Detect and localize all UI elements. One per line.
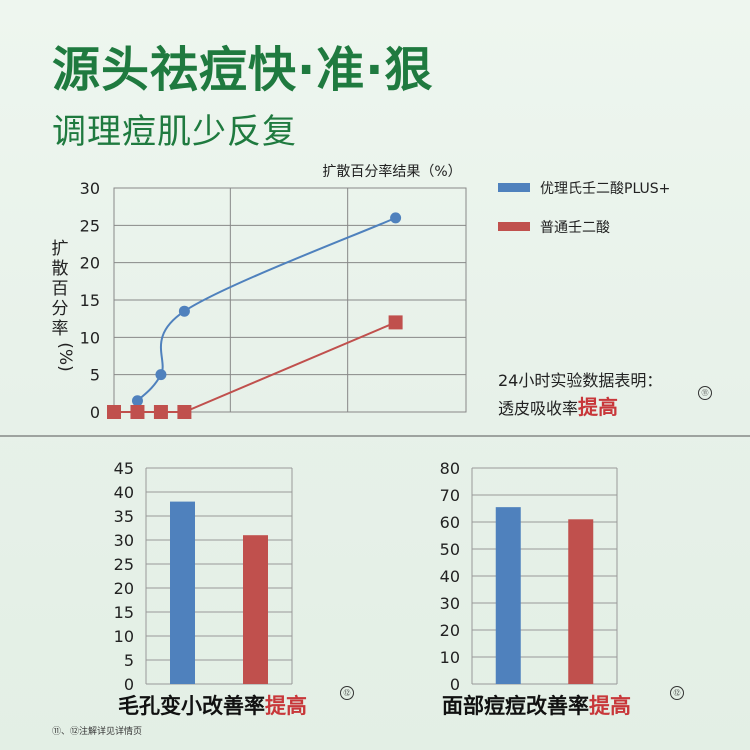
pore-chart-title: 毛孔变小改善率提高 xyxy=(118,690,307,720)
pore-chart-ytick-label: 5 xyxy=(124,651,134,670)
pore-chart-title-highlight: 提高 xyxy=(265,694,307,718)
line-chart-ytick-label: 25 xyxy=(80,216,100,235)
pore-chart-bar-premium xyxy=(170,501,195,684)
acne-chart-ytick-label: 10 xyxy=(440,648,460,667)
acne-chart-ytick-label: 40 xyxy=(440,567,460,586)
line-chart-ylabel-char: 率 xyxy=(52,319,69,339)
acne-chart-title: 面部痘痘改善率提高 xyxy=(442,690,631,720)
line-chart-ylabel-char: 百 xyxy=(52,279,69,299)
data-point-standard xyxy=(177,405,192,419)
pore-chart-ytick-label: 25 xyxy=(114,555,134,574)
legend-label-standard: 普通壬二酸 xyxy=(540,220,610,236)
data-point-standard xyxy=(388,315,403,330)
reference-mark-12-acne: ⑫ xyxy=(670,686,684,700)
pore-chart-ytick-label: 35 xyxy=(114,507,134,526)
conclusion-highlight: 提高 xyxy=(578,395,619,419)
acne-chart-title-highlight: 提高 xyxy=(589,694,631,718)
line-chart-title: 扩散百分率结果（%） xyxy=(322,163,461,180)
data-point-standard xyxy=(130,405,145,419)
line-chart-ylabel-char: 扩 xyxy=(52,239,69,259)
data-point-premium xyxy=(131,395,143,407)
data-point-standard xyxy=(153,405,168,419)
line-chart-ylabel-char: 散 xyxy=(52,259,69,279)
acne-chart-title-text: 面部痘痘改善率 xyxy=(442,694,589,718)
data-point-standard xyxy=(107,405,121,419)
pore-chart-ytick-label: 15 xyxy=(114,603,134,622)
reference-mark-11: ⑪ xyxy=(698,386,712,400)
pore-chart-ytick-label: 30 xyxy=(114,531,134,550)
acne-chart-ytick-label: 50 xyxy=(440,540,460,559)
line-chart-ytick-label: 20 xyxy=(80,254,100,273)
acne-chart-ytick-label: 0 xyxy=(450,675,460,694)
acne-chart-ytick-label: 30 xyxy=(440,594,460,613)
acne-chart-ytick-label: 60 xyxy=(440,513,460,532)
acne-chart-ytick-label: 80 xyxy=(440,459,460,478)
acne-chart-ytick-label: 20 xyxy=(440,621,460,640)
line-chart-ytick-label: 5 xyxy=(90,366,100,385)
pore-chart-ytick-label: 20 xyxy=(114,579,134,598)
pore-chart-ytick-label: 10 xyxy=(114,627,134,646)
reference-mark-12-pore: ⑫ xyxy=(340,686,354,700)
line-chart-ylabel-char: 分 xyxy=(52,299,69,319)
conclusion-line-2: 透皮吸收率提高 xyxy=(498,394,662,422)
pore-chart-ytick-label: 40 xyxy=(114,483,134,502)
acne-chart-bar-premium xyxy=(495,507,521,684)
footnote: ⑪、⑫注解详见详情页 xyxy=(52,727,143,737)
line-chart-ytick-label: 30 xyxy=(80,179,100,198)
line-chart-ytick-label: 15 xyxy=(80,291,100,310)
pore-chart-ytick-label: 45 xyxy=(114,459,134,478)
data-point-premium xyxy=(390,212,402,224)
line-chart-ylabel-unit: (%) xyxy=(55,342,75,371)
acne-chart-ytick-label: 70 xyxy=(440,486,460,505)
legend-swatch-standard xyxy=(498,222,530,231)
series-line-premium xyxy=(136,216,397,402)
acne-chart-bar-standard xyxy=(568,519,594,684)
line-chart-ytick-label: 0 xyxy=(90,403,100,422)
conclusion-text: 24小时实验数据表明： 透皮吸收率提高 xyxy=(498,368,662,422)
headline: 源头祛痘快·准·狠 xyxy=(52,42,434,98)
data-point-premium xyxy=(155,369,167,381)
legend-swatch-premium xyxy=(498,183,530,192)
conclusion-line-2-prefix: 透皮吸收率 xyxy=(498,399,579,418)
subheadline: 调理痘肌少反复 xyxy=(52,112,297,152)
pore-chart-ytick-label: 0 xyxy=(124,675,134,694)
pore-chart-title-text: 毛孔变小改善率 xyxy=(118,694,265,718)
line-chart-ytick-label: 10 xyxy=(80,328,100,347)
series-line-standard xyxy=(114,321,396,413)
conclusion-line-1: 24小时实验数据表明： xyxy=(498,371,663,390)
data-point-premium xyxy=(178,305,190,317)
legend-label-premium: 优理氏壬二酸PLUS+ xyxy=(540,181,670,197)
pore-chart-bar-standard xyxy=(243,535,268,684)
